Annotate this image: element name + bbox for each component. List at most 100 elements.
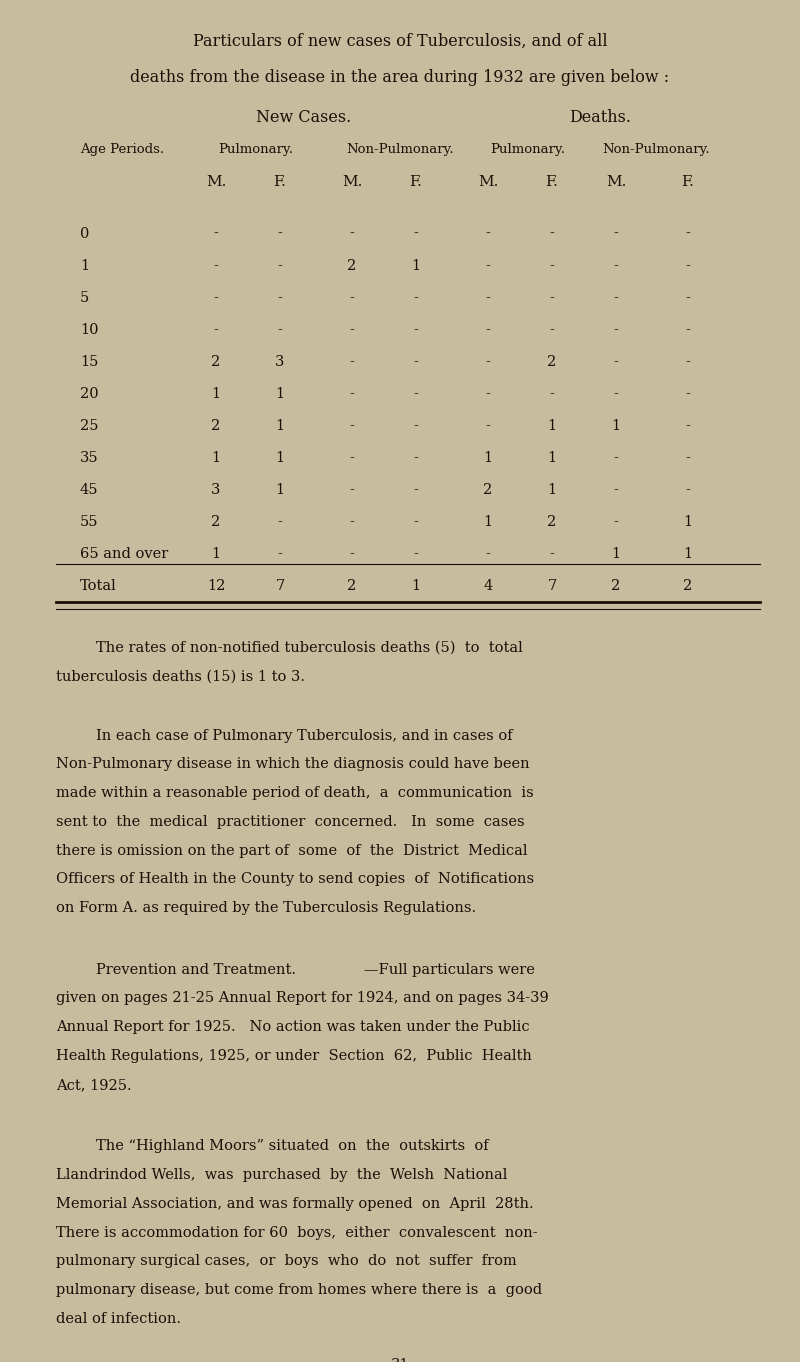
Text: -: - xyxy=(350,290,354,305)
Text: -: - xyxy=(414,323,418,336)
Text: 1: 1 xyxy=(80,259,89,272)
Text: -: - xyxy=(486,323,490,336)
Text: -: - xyxy=(614,355,618,369)
Text: Prevention and Treatment.: Prevention and Treatment. xyxy=(96,963,296,977)
Text: M.: M. xyxy=(342,176,362,189)
Text: -: - xyxy=(278,515,282,528)
Text: -: - xyxy=(278,226,282,241)
Text: 2: 2 xyxy=(211,515,221,528)
Text: given on pages 21-25 Annual Report for 1924, and on pages 34-39: given on pages 21-25 Annual Report for 1… xyxy=(56,992,549,1005)
Text: Health Regulations, 1925, or under  Section  62,  Public  Health: Health Regulations, 1925, or under Secti… xyxy=(56,1049,532,1064)
Text: Officers of Health in the County to send copies  of  Notifications: Officers of Health in the County to send… xyxy=(56,873,534,887)
Text: Deaths.: Deaths. xyxy=(569,109,631,125)
Text: deaths from the disease in the area during 1932 are given below :: deaths from the disease in the area duri… xyxy=(130,69,670,86)
Text: -: - xyxy=(614,259,618,272)
Text: F.: F. xyxy=(682,176,694,189)
Text: -: - xyxy=(550,226,554,241)
Text: Act, 1925.: Act, 1925. xyxy=(56,1077,132,1092)
Text: -: - xyxy=(214,226,218,241)
Text: 1: 1 xyxy=(611,548,621,561)
Text: 1: 1 xyxy=(483,515,493,528)
Text: -: - xyxy=(350,226,354,241)
Text: -: - xyxy=(350,451,354,464)
Text: -: - xyxy=(278,259,282,272)
Text: The “Highland Moors” situated  on  the  outskirts  of: The “Highland Moors” situated on the out… xyxy=(96,1140,489,1154)
Text: Pulmonary.: Pulmonary. xyxy=(218,143,294,155)
Text: 7: 7 xyxy=(275,579,285,594)
Text: 1: 1 xyxy=(683,548,693,561)
Text: 2: 2 xyxy=(347,259,357,272)
Text: -: - xyxy=(414,548,418,561)
Text: Age Periods.: Age Periods. xyxy=(80,143,164,155)
Text: M.: M. xyxy=(606,176,626,189)
Text: -: - xyxy=(614,451,618,464)
Text: -: - xyxy=(686,323,690,336)
Text: 0: 0 xyxy=(80,226,90,241)
Text: -: - xyxy=(614,323,618,336)
Text: 1: 1 xyxy=(547,419,557,433)
Text: In each case of Pulmonary Tuberculosis, and in cases of: In each case of Pulmonary Tuberculosis, … xyxy=(96,729,513,742)
Text: -: - xyxy=(486,259,490,272)
Text: -: - xyxy=(686,419,690,433)
Text: -: - xyxy=(214,259,218,272)
Text: 1: 1 xyxy=(547,484,557,497)
Text: -: - xyxy=(486,226,490,241)
Text: F.: F. xyxy=(546,176,558,189)
Text: -: - xyxy=(614,290,618,305)
Text: 2: 2 xyxy=(347,579,357,594)
Text: Llandrindod Wells,  was  purchased  by  the  Welsh  National: Llandrindod Wells, was purchased by the … xyxy=(56,1169,507,1182)
Text: -: - xyxy=(486,548,490,561)
Text: there is omission on the part of  some  of  the  District  Medical: there is omission on the part of some of… xyxy=(56,843,527,858)
Text: 1: 1 xyxy=(411,259,421,272)
Text: -: - xyxy=(350,419,354,433)
Text: 12: 12 xyxy=(207,579,225,594)
Text: -: - xyxy=(278,548,282,561)
Text: 2: 2 xyxy=(683,579,693,594)
Text: -: - xyxy=(550,548,554,561)
Text: 25: 25 xyxy=(80,419,98,433)
Text: -: - xyxy=(486,419,490,433)
Text: 15: 15 xyxy=(80,355,98,369)
Text: -: - xyxy=(686,484,690,497)
Text: Non-Pulmonary.: Non-Pulmonary. xyxy=(346,143,454,155)
Text: -: - xyxy=(350,548,354,561)
Text: -: - xyxy=(614,226,618,241)
Text: -: - xyxy=(614,515,618,528)
Text: on Form A. as required by the Tuberculosis Regulations.: on Form A. as required by the Tuberculos… xyxy=(56,902,476,915)
Text: -: - xyxy=(686,451,690,464)
Text: 45: 45 xyxy=(80,484,98,497)
Text: 7: 7 xyxy=(547,579,557,594)
Text: M.: M. xyxy=(478,176,498,189)
Text: 2: 2 xyxy=(483,484,493,497)
Text: pulmonary surgical cases,  or  boys  who  do  not  suffer  from: pulmonary surgical cases, or boys who do… xyxy=(56,1254,517,1268)
Text: -: - xyxy=(414,515,418,528)
Text: 4: 4 xyxy=(483,579,493,594)
Text: -: - xyxy=(350,484,354,497)
Text: 1: 1 xyxy=(275,451,285,464)
Text: -: - xyxy=(550,323,554,336)
Text: 3: 3 xyxy=(275,355,285,369)
Text: tuberculosis deaths (15) is 1 to 3.: tuberculosis deaths (15) is 1 to 3. xyxy=(56,670,305,684)
Text: deal of infection.: deal of infection. xyxy=(56,1312,181,1327)
Text: -: - xyxy=(414,387,418,400)
Text: -: - xyxy=(686,387,690,400)
Text: —Full particulars were: —Full particulars were xyxy=(364,963,535,977)
Text: 10: 10 xyxy=(80,323,98,336)
Text: -: - xyxy=(550,290,554,305)
Text: 65 and over: 65 and over xyxy=(80,548,168,561)
Text: -: - xyxy=(486,355,490,369)
Text: -: - xyxy=(550,387,554,400)
Text: -: - xyxy=(350,515,354,528)
Text: 3: 3 xyxy=(211,484,221,497)
Text: 31: 31 xyxy=(390,1358,410,1362)
Text: Pulmonary.: Pulmonary. xyxy=(490,143,566,155)
Text: Particulars of new cases of Tuberculosis, and of all: Particulars of new cases of Tuberculosis… xyxy=(193,33,607,49)
Text: -: - xyxy=(414,451,418,464)
Text: Non-Pulmonary disease in which the diagnosis could have been: Non-Pulmonary disease in which the diagn… xyxy=(56,757,530,771)
Text: -: - xyxy=(614,387,618,400)
Text: M.: M. xyxy=(206,176,226,189)
Text: 1: 1 xyxy=(547,451,557,464)
Text: sent to  the  medical  practitioner  concerned.   In  some  cases: sent to the medical practitioner concern… xyxy=(56,814,525,829)
Text: 55: 55 xyxy=(80,515,98,528)
Text: 1: 1 xyxy=(275,387,285,400)
